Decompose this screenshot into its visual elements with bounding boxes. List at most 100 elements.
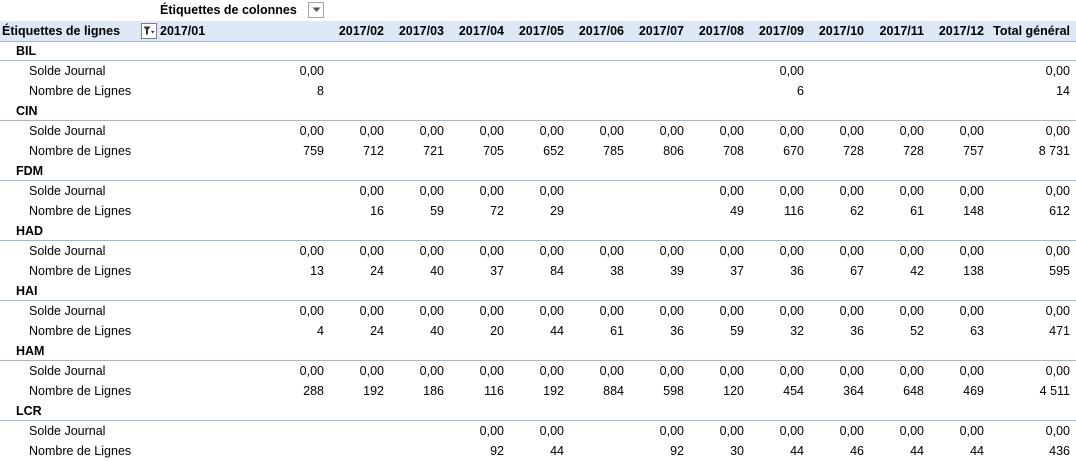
value-cell: 0,00 — [539, 304, 564, 318]
value-cell: 20 — [490, 324, 504, 338]
value-cell: 712 — [363, 144, 384, 158]
group-label[interactable]: BIL — [16, 44, 37, 58]
row-label: Solde Journal — [29, 304, 106, 318]
value-cell: 148 — [963, 204, 984, 218]
value-cell: 59 — [430, 204, 444, 218]
row-label: Solde Journal — [29, 244, 106, 258]
pivot-body: BIL Solde Journal 0,00 0,00 0,00 Nombre de Li… — [0, 41, 1076, 461]
value-cell: 0,00 — [299, 304, 324, 318]
value-cell: 42 — [910, 264, 924, 278]
row-label: Solde Journal — [29, 184, 106, 198]
value-cell: 0,00 — [959, 124, 984, 138]
group-label[interactable]: HAD — [16, 224, 44, 238]
value-cell: 0,00 — [779, 184, 804, 198]
value-cell: 37 — [490, 264, 504, 278]
value-cell: 0,00 — [779, 64, 804, 78]
value-cell: 61 — [910, 204, 924, 218]
value-cell: 0,00 — [779, 244, 804, 258]
grand-total-cell: 471 — [1049, 324, 1070, 338]
value-cell: 116 — [484, 384, 504, 398]
group-row: CIN — [0, 101, 1076, 121]
row-labels-filter-button[interactable] — [141, 23, 157, 39]
grand-total-cell: 0,00 — [1045, 64, 1070, 78]
value-cell: 728 — [843, 144, 864, 158]
group-label[interactable]: HAI — [16, 284, 38, 298]
value-cell: 728 — [903, 144, 924, 158]
value-cell: 44 — [910, 444, 924, 458]
table-row: Solde Journal 0,00 0,00 0,00 0,00 0,00 0,00 0,0… — [0, 121, 1076, 141]
value-cell: 0,00 — [359, 244, 384, 258]
group-label[interactable]: CIN — [16, 104, 38, 118]
value-cell: 116 — [784, 204, 804, 218]
value-cell: 0,00 — [779, 424, 804, 438]
table-row: Solde Journal 0,00 0,00 0,00 — [0, 61, 1076, 81]
pivot-header-row: Étiquettes de lignes 2017/01 2017/02 2017/… — [0, 21, 1076, 42]
grand-total-cell: 14 — [1056, 84, 1070, 98]
value-cell: 469 — [963, 384, 984, 398]
value-cell: 186 — [423, 384, 444, 398]
group-label[interactable]: LCR — [16, 404, 42, 418]
value-cell: 721 — [423, 144, 444, 158]
column-labels-dropdown-button[interactable] — [308, 2, 324, 18]
value-cell: 806 — [663, 144, 684, 158]
grand-total-cell: 0,00 — [1045, 364, 1070, 378]
value-cell: 0,00 — [659, 124, 684, 138]
value-cell: 759 — [303, 144, 324, 158]
group-row: HAM — [0, 341, 1076, 361]
value-cell: 0,00 — [419, 184, 444, 198]
value-cell: 0,00 — [899, 364, 924, 378]
value-cell: 52 — [910, 324, 924, 338]
value-cell: 0,00 — [899, 304, 924, 318]
group-label[interactable]: HAM — [16, 344, 45, 358]
column-labels-row: Étiquettes de colonnes — [0, 0, 1076, 21]
value-cell: 0,00 — [359, 364, 384, 378]
value-cell: 0,00 — [779, 304, 804, 318]
value-cell: 0,00 — [959, 424, 984, 438]
value-cell: 652 — [543, 144, 564, 158]
value-cell: 16 — [370, 204, 384, 218]
value-cell: 0,00 — [539, 124, 564, 138]
row-label: Nombre de Lignes — [29, 204, 132, 218]
value-cell: 32 — [790, 324, 804, 338]
value-cell: 785 — [603, 144, 624, 158]
row-label: Solde Journal — [29, 364, 106, 378]
value-cell: 72 — [490, 204, 504, 218]
value-cell: 0,00 — [899, 124, 924, 138]
value-cell: 0,00 — [899, 424, 924, 438]
grand-total-cell: 612 — [1049, 204, 1070, 218]
value-cell: 0,00 — [659, 244, 684, 258]
table-row: Nombre de Lignes 4 24 40 20 44 61 36 59 32 36 52 63 4… — [0, 321, 1076, 341]
table-row: Solde Journal 0,00 0,00 0,00 0,00 0,00 0,00 0,0… — [0, 361, 1076, 381]
value-cell: 0,00 — [299, 364, 324, 378]
row-label: Solde Journal — [29, 124, 106, 138]
value-cell: 648 — [903, 384, 924, 398]
value-cell: 0,00 — [839, 124, 864, 138]
value-cell: 0,00 — [839, 304, 864, 318]
month-header: 2017/09 — [758, 24, 804, 38]
value-cell: 138 — [963, 264, 984, 278]
value-cell: 0,00 — [959, 304, 984, 318]
grand-total-cell: 0,00 — [1045, 304, 1070, 318]
value-cell: 61 — [610, 324, 624, 338]
table-row: Nombre de Lignes 92 44 92 30 44 46 44 44 436 — [0, 441, 1076, 461]
grand-total-cell: 0,00 — [1045, 184, 1070, 198]
value-cell: 0,00 — [479, 124, 504, 138]
value-cell: 0,00 — [419, 364, 444, 378]
table-row: Nombre de Lignes 16 59 72 29 49 116 62 61 148 612 — [0, 201, 1076, 221]
value-cell: 0,00 — [299, 64, 324, 78]
table-row: Solde Journal 0,00 0,00 0,00 0,00 0,00 0,00 0,0… — [0, 241, 1076, 261]
value-cell: 24 — [370, 264, 384, 278]
row-label: Solde Journal — [29, 424, 106, 438]
value-cell: 36 — [850, 324, 864, 338]
month-header: 2017/12 — [938, 24, 984, 38]
month-header: 2017/11 — [879, 24, 925, 38]
value-cell: 598 — [663, 384, 684, 398]
value-cell: 13 — [310, 264, 324, 278]
value-cell: 0,00 — [419, 124, 444, 138]
group-label[interactable]: FDM — [16, 164, 44, 178]
value-cell: 0,00 — [659, 304, 684, 318]
value-cell: 0,00 — [839, 364, 864, 378]
row-label: Nombre de Lignes — [29, 84, 132, 98]
table-row: Solde Journal 0,00 0,00 0,00 0,00 0,00 0,00 0,0… — [0, 421, 1076, 441]
